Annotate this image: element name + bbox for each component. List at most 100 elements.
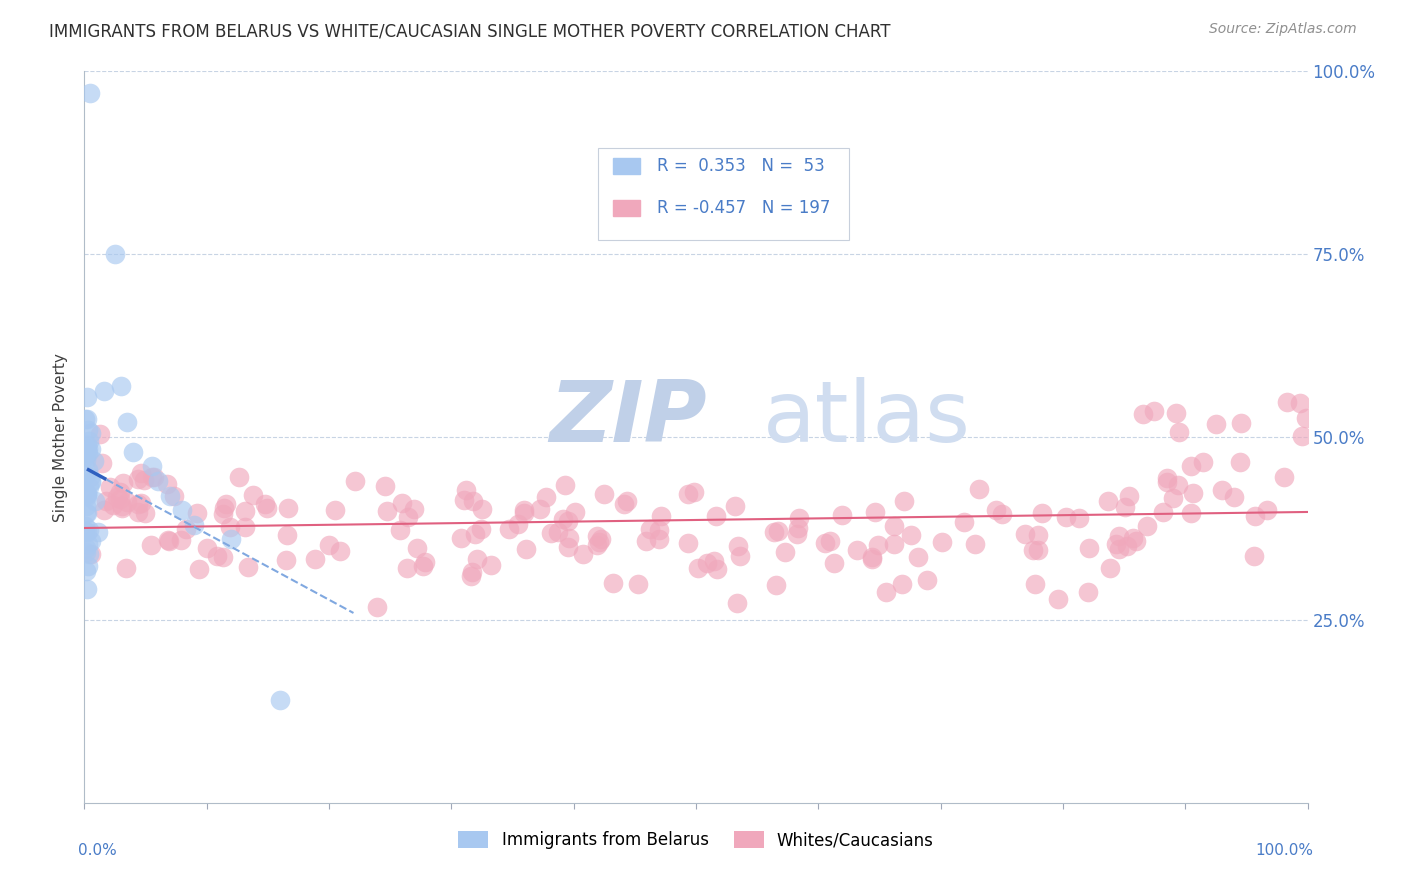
Point	[98, 480, 121, 494]
Point	[513, 506, 536, 520]
Point	[77, 463, 100, 477]
Point	[84, 494, 107, 508]
Point	[76, 486, 98, 500]
Point	[233, 503, 256, 517]
Point	[195, 541, 218, 556]
Point	[77, 547, 100, 561]
Point	[554, 478, 576, 492]
Point	[683, 484, 706, 499]
Point	[329, 544, 352, 558]
Point	[274, 553, 297, 567]
Point	[75, 541, 97, 556]
Point	[1121, 531, 1143, 545]
Point	[75, 565, 97, 579]
Point	[703, 553, 725, 567]
Point	[111, 500, 134, 514]
Point	[704, 509, 727, 524]
Point	[75, 545, 97, 559]
Point	[648, 524, 671, 538]
Point	[146, 474, 169, 488]
Point	[1031, 506, 1053, 520]
Point	[77, 423, 100, 437]
Point	[101, 498, 124, 512]
Point	[75, 450, 97, 464]
Point	[676, 487, 699, 501]
Point	[1168, 425, 1191, 439]
Text: Source: ZipAtlas.com: Source: ZipAtlas.com	[1209, 22, 1357, 37]
Point	[79, 87, 101, 101]
Point	[536, 491, 558, 505]
Point	[1026, 528, 1049, 542]
Point	[1164, 406, 1187, 420]
Point	[141, 470, 163, 484]
Point	[129, 496, 152, 510]
Point	[453, 492, 475, 507]
Point	[1078, 541, 1101, 556]
Text: 0.0%: 0.0%	[79, 843, 117, 858]
Point	[89, 427, 111, 442]
Point	[105, 490, 128, 504]
Point	[593, 487, 616, 501]
Point	[77, 434, 100, 448]
Point	[1132, 407, 1154, 421]
Point	[73, 468, 96, 483]
Point	[991, 507, 1014, 521]
Point	[76, 559, 98, 574]
Point	[80, 547, 103, 561]
Point	[845, 543, 868, 558]
Point	[374, 479, 396, 493]
Point	[900, 527, 922, 541]
Point	[391, 495, 413, 509]
Point	[1272, 470, 1295, 484]
Point	[1143, 404, 1166, 418]
Point	[1291, 429, 1313, 443]
Point	[219, 520, 242, 534]
Point	[79, 470, 101, 484]
Point	[1161, 491, 1184, 506]
Point	[773, 545, 796, 559]
Point	[588, 534, 610, 549]
Point	[233, 520, 256, 534]
Point	[323, 502, 346, 516]
Point	[79, 475, 101, 489]
Point	[413, 555, 436, 569]
Point	[134, 506, 156, 520]
Point	[127, 505, 149, 519]
Point	[953, 515, 976, 529]
Point	[540, 525, 562, 540]
Point	[104, 247, 127, 261]
Point	[461, 565, 484, 579]
Point	[76, 412, 98, 426]
Point	[253, 497, 276, 511]
Point	[412, 559, 434, 574]
Point	[93, 384, 115, 398]
Point	[1022, 542, 1045, 557]
Point	[766, 524, 789, 538]
Point	[396, 510, 419, 524]
Point	[96, 493, 118, 508]
Point	[1105, 536, 1128, 550]
Point	[1116, 539, 1139, 553]
Point	[110, 379, 132, 393]
Point	[111, 475, 134, 490]
Point	[589, 533, 612, 547]
Point	[76, 437, 98, 451]
Point	[159, 489, 181, 503]
Point	[87, 525, 110, 540]
Point	[676, 535, 699, 549]
Point	[1024, 576, 1046, 591]
Point	[634, 533, 657, 548]
Point	[1205, 417, 1227, 432]
Point	[162, 489, 184, 503]
Point	[765, 578, 787, 592]
Point	[1192, 455, 1215, 469]
Point	[1069, 511, 1091, 525]
Point	[1125, 533, 1147, 548]
Point	[724, 499, 747, 513]
Point	[1136, 519, 1159, 533]
Point	[967, 482, 990, 496]
Point	[1167, 477, 1189, 491]
Point	[648, 532, 671, 546]
Text: atlas: atlas	[763, 377, 972, 460]
Text: IMMIGRANTS FROM BELARUS VS WHITE/CAUCASIAN SINGLE MOTHER POVERTY CORRELATION CHA: IMMIGRANTS FROM BELARUS VS WHITE/CAUCASI…	[49, 22, 891, 40]
